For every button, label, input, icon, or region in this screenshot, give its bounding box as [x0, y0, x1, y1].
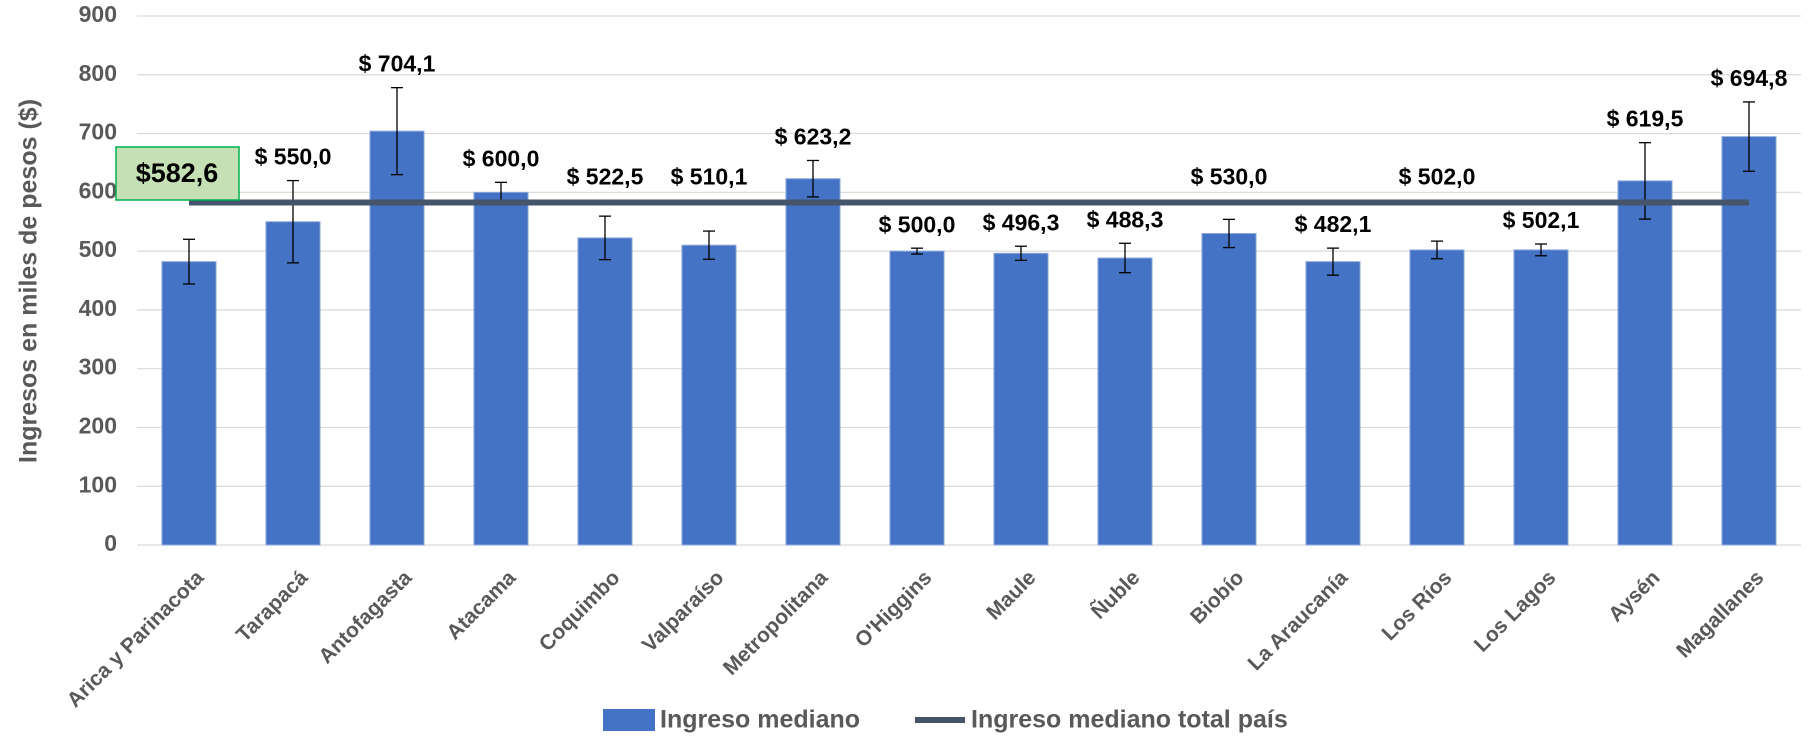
y-tick-label: 400	[79, 295, 117, 321]
y-tick-label: 0	[104, 530, 117, 556]
bar	[1201, 232, 1257, 546]
y-tick-label: 900	[79, 1, 117, 27]
x-tick-label: Ñuble	[1087, 566, 1145, 624]
y-tick-label: 700	[79, 119, 117, 145]
bar	[161, 261, 217, 546]
value-label: $ 623,2	[775, 124, 852, 150]
bar	[1721, 136, 1777, 546]
legend-label: Ingreso mediano	[660, 706, 860, 734]
value-label: $ 496,3	[983, 209, 1060, 235]
bar	[577, 237, 633, 546]
bar	[1305, 261, 1361, 546]
y-tick-label: 600	[79, 177, 117, 203]
value-label: $ 600,0	[463, 145, 540, 171]
bar	[1409, 249, 1465, 546]
value-label: $ 502,0	[1399, 164, 1476, 190]
bar	[1097, 257, 1153, 546]
bar	[265, 221, 321, 546]
bar	[369, 130, 425, 546]
bar	[1513, 249, 1569, 546]
bar	[681, 244, 737, 546]
x-tick-label: Antofagasta	[314, 566, 416, 668]
x-tick-label: Aysén	[1604, 566, 1664, 626]
value-label: $ 502,1	[1503, 207, 1580, 233]
legend-label: Ingreso mediano total país	[971, 706, 1288, 734]
x-tick-label: Atacama	[442, 566, 520, 644]
y-tick-label: 200	[79, 413, 117, 439]
y-tick-label: 500	[79, 236, 117, 262]
value-label: $ 522,5	[567, 164, 644, 190]
x-tick-label: Tarapacá	[232, 566, 313, 647]
value-label: $ 704,1	[359, 51, 436, 77]
legend-swatch	[603, 709, 655, 731]
x-tick-label: Maule	[982, 566, 1040, 624]
x-tick-label: Metropolitana	[719, 566, 833, 680]
y-tick-label: 300	[79, 354, 117, 380]
bar	[473, 191, 529, 546]
x-tick-label: Valparaíso	[638, 566, 729, 657]
bar	[993, 252, 1049, 546]
reference-label-box	[115, 146, 240, 201]
value-label: $ 488,3	[1087, 206, 1164, 232]
reference-label: $582,6	[136, 158, 219, 188]
value-label: $ 694,8	[1711, 65, 1788, 91]
x-tick-label: O'Higgins	[851, 566, 937, 652]
value-label: $ 530,0	[1191, 164, 1268, 190]
value-label: $ 482,1	[1295, 211, 1372, 237]
y-tick-label: 100	[79, 471, 117, 497]
x-tick-label: La Araucanía	[1243, 566, 1352, 675]
bar	[1617, 180, 1673, 546]
bar	[785, 178, 841, 546]
x-tick-label: Magallanes	[1672, 566, 1768, 662]
x-tick-label: Los Ríos	[1377, 566, 1456, 645]
x-tick-label: Arica y Parinacota	[63, 566, 209, 712]
x-tick-label: Coquimbo	[535, 566, 625, 656]
y-tick-label: 800	[79, 60, 117, 86]
value-label: $ 619,5	[1607, 106, 1684, 132]
bar	[889, 250, 945, 546]
value-label: $ 510,1	[671, 164, 748, 190]
x-tick-label: Los Lagos	[1470, 566, 1561, 657]
x-tick-label: Biobío	[1186, 566, 1248, 628]
y-axis-title: Ingresos en miles de pesos ($)	[15, 99, 43, 463]
value-label: $ 550,0	[255, 144, 332, 170]
value-label: $ 500,0	[879, 211, 956, 237]
